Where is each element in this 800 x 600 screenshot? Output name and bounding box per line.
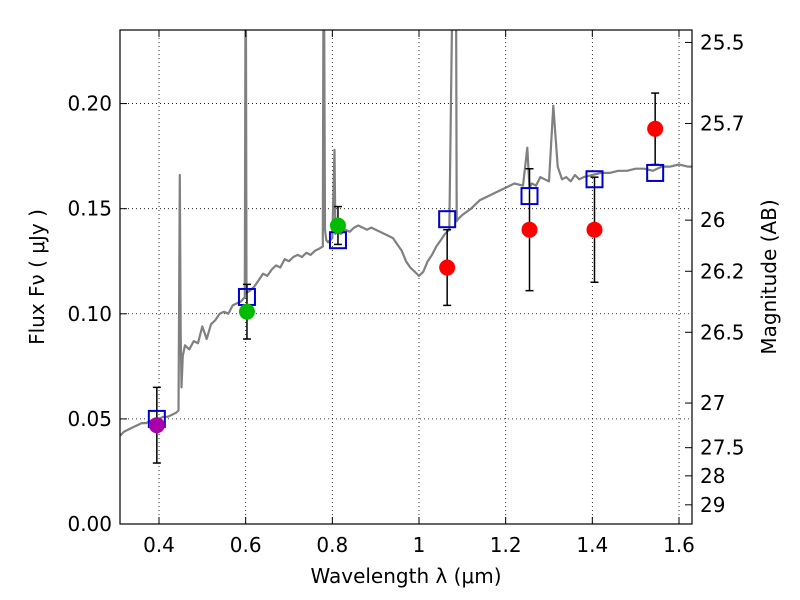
- x-axis-label: Wavelength λ (μm): [310, 564, 501, 588]
- x-tick-label: 0.6: [230, 533, 262, 557]
- observed-flux-point: [439, 259, 456, 276]
- spectrum-line: [120, 30, 692, 437]
- observed-flux-point: [148, 417, 165, 434]
- y-axis-label: Flux Fν ( μJy ): [25, 209, 49, 345]
- axis-ticks: 0.4 0.6 0.8 1 1.2 1.4 1.6 0.00 0.05 0.10 0.15 0.20 2…: [67, 30, 745, 557]
- y-tick-label: 0.15: [67, 197, 112, 221]
- y2-tick-label: 28: [700, 464, 725, 488]
- y-tick-label: 0.00: [67, 512, 112, 536]
- x-tick-label: 0.4: [143, 533, 175, 557]
- y2-tick-label: 26.2: [700, 259, 745, 283]
- plot-frame: [119, 29, 693, 525]
- model-photometry-square: [585, 170, 604, 189]
- y-tick-label: 0.20: [67, 92, 112, 116]
- data-layer: [120, 30, 692, 464]
- x-tick-label: 1.4: [576, 533, 608, 557]
- y2-tick-label: 29: [700, 493, 725, 517]
- x-tick-label: 1: [413, 533, 426, 557]
- x-tick-label: 1.2: [490, 533, 522, 557]
- observed-flux-point: [329, 217, 346, 234]
- y-tick-label: 0.05: [67, 407, 112, 431]
- model-photometry-square: [438, 210, 457, 229]
- x-tick-label: 1.6: [663, 533, 695, 557]
- y2-tick-label: 26.5: [700, 320, 745, 344]
- observed-flux-point: [647, 120, 664, 137]
- y-tick-label: 0.10: [67, 302, 112, 326]
- y2-tick-label: 27.5: [700, 436, 745, 460]
- x-tick-label: 0.8: [316, 533, 348, 557]
- model-photometry-square: [520, 187, 539, 206]
- observed-flux-point: [238, 303, 255, 320]
- y2-tick-label: 25.7: [700, 111, 745, 135]
- y2-tick-label: 27: [700, 391, 725, 415]
- observed-flux-point: [586, 221, 603, 238]
- observed-flux-point: [521, 221, 538, 238]
- model-photometry-square: [646, 163, 665, 182]
- y2-tick-label: 25.5: [700, 30, 745, 54]
- y2-axis-label: Magnitude (AB): [757, 199, 781, 354]
- y2-tick-label: 26: [700, 208, 725, 232]
